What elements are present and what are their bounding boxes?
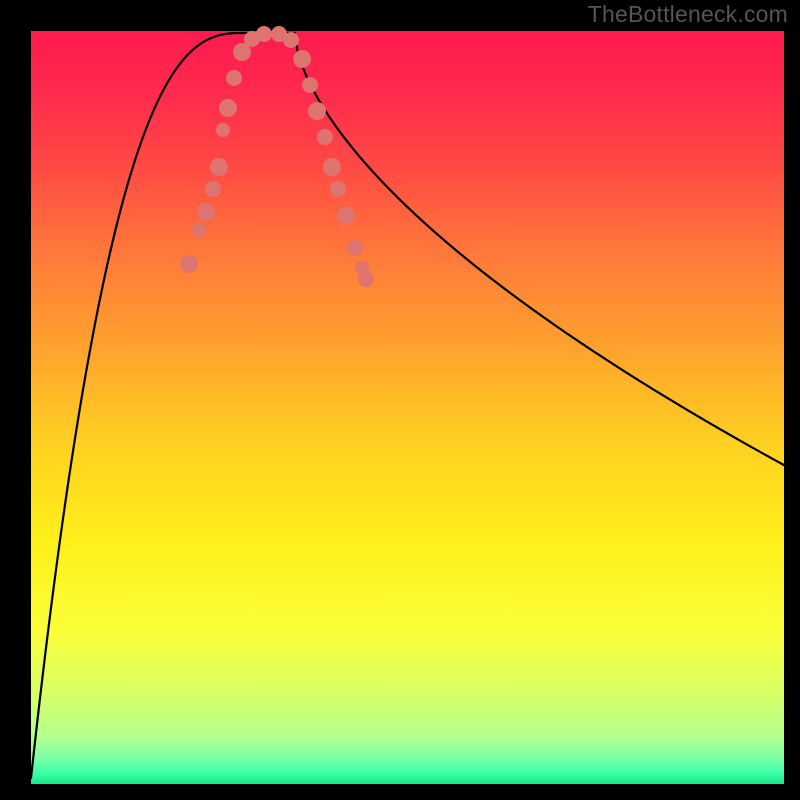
data-marker: [337, 207, 355, 225]
watermark-text: TheBottleneck.com: [588, 1, 788, 28]
data-marker: [226, 70, 242, 86]
data-marker: [283, 32, 299, 48]
data-marker: [347, 240, 363, 256]
data-marker: [180, 255, 198, 273]
data-marker: [293, 50, 311, 68]
markers-layer: [31, 31, 784, 784]
data-marker: [192, 223, 206, 237]
data-marker: [308, 102, 326, 120]
figure-root: TheBottleneck.com: [0, 0, 800, 800]
data-marker: [317, 129, 333, 145]
data-marker: [323, 158, 341, 176]
data-marker: [216, 123, 230, 137]
data-marker: [330, 181, 346, 197]
data-marker: [302, 77, 318, 93]
data-marker: [210, 158, 228, 176]
data-marker: [358, 271, 374, 287]
data-marker: [197, 203, 215, 221]
data-marker: [219, 99, 237, 117]
data-marker: [256, 26, 272, 42]
plot-area: [31, 31, 784, 784]
data-marker: [205, 181, 221, 197]
